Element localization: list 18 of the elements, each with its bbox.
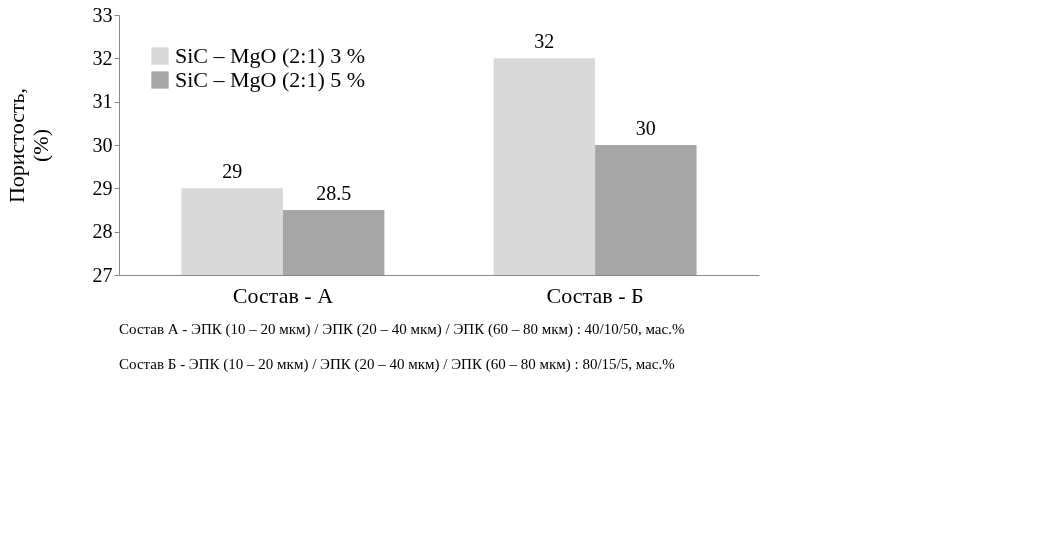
y-tick-label: 33	[92, 3, 113, 26]
legend-label: SiC – MgO (2:1) 3 %	[175, 43, 366, 68]
y-tick-label: 27	[92, 263, 113, 286]
y-axis-title: Пористость, (%)	[3, 87, 53, 204]
y-tick-label: 32	[92, 46, 113, 69]
y-tick-label: 28	[92, 220, 113, 243]
legend-label: SiC – MgO (2:1) 5 %	[175, 67, 366, 92]
y-tick-label: 31	[92, 90, 113, 113]
x-tick-label: Состав - А	[232, 282, 334, 308]
text: Состав Б - ЭПК (10 – 20 мкм) / ЭПК (20 – 40 мкм) / ЭПК (60 – 80 мкм) : 80/15/5, мас.%	[119, 355, 675, 373]
text: Состав А - ЭПК (10 – 20 мкм) / ЭПК (20 – 40 мкм) / ЭПК (60 – 80 мкм) : 40/10/50, мас.%	[119, 320, 685, 338]
data-label: 28.5	[316, 182, 352, 204]
y-tick-label: 30	[92, 133, 113, 156]
data-label: 32	[534, 30, 555, 53]
data-label: 29	[222, 160, 243, 183]
y-tick-label: 29	[92, 176, 113, 199]
data-label: 30	[635, 117, 656, 139]
x-tick-label: Состав - Б	[546, 282, 644, 308]
